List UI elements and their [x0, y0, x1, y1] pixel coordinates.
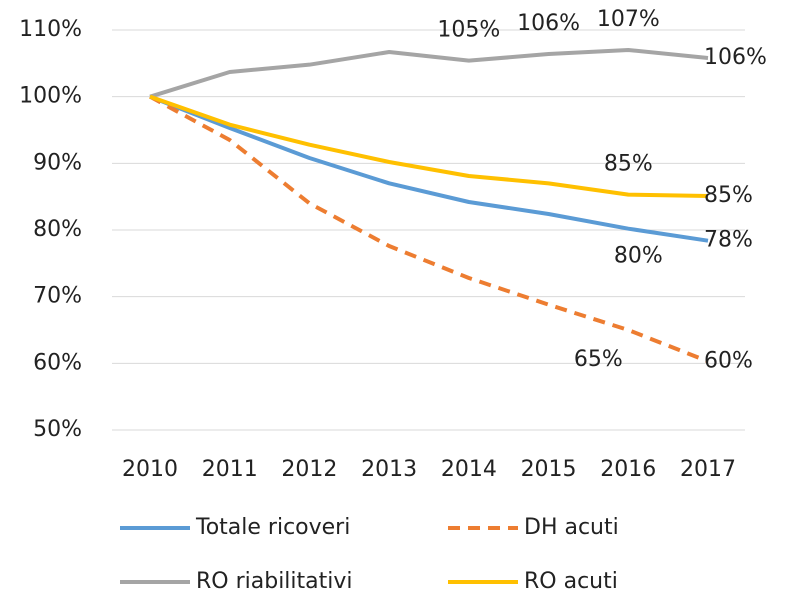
y-tick-label: 50% — [33, 417, 82, 442]
x-tick-label: 2012 — [281, 457, 337, 482]
y-tick-label: 60% — [33, 350, 82, 375]
y-tick-label: 90% — [33, 150, 82, 175]
series-line — [149, 48, 709, 99]
y-tick-label: 100% — [19, 84, 82, 109]
x-tick-label: 2014 — [441, 457, 497, 482]
data-label: 106% — [517, 11, 580, 36]
data-label: 85% — [704, 183, 753, 208]
y-tick-label: 80% — [33, 217, 82, 242]
data-label: 78% — [704, 228, 753, 253]
legend-label: Totale ricoveri — [195, 515, 350, 540]
series-line — [149, 94, 709, 198]
x-tick-label: 2013 — [361, 457, 417, 482]
data-label: 107% — [597, 7, 660, 32]
legend-label: DH acuti — [524, 515, 619, 540]
legend-label: RO acuti — [524, 569, 618, 594]
data-label: 106% — [704, 45, 767, 70]
x-tick-label: 2017 — [680, 457, 736, 482]
legend-label: RO riabilitativi — [196, 569, 353, 594]
data-label: 105% — [437, 18, 500, 43]
series-line — [149, 94, 709, 364]
y-tick-label: 110% — [19, 17, 82, 42]
y-tick-label: 70% — [33, 284, 82, 309]
data-label: 80% — [614, 244, 663, 269]
data-label: 85% — [604, 152, 653, 177]
series-line — [149, 94, 709, 243]
x-tick-label: 2011 — [202, 457, 258, 482]
data-label: 65% — [574, 347, 623, 372]
x-tick-label: 2016 — [600, 457, 656, 482]
data-label: 60% — [704, 348, 753, 373]
x-tick-label: 2010 — [122, 457, 178, 482]
x-tick-label: 2015 — [521, 457, 577, 482]
